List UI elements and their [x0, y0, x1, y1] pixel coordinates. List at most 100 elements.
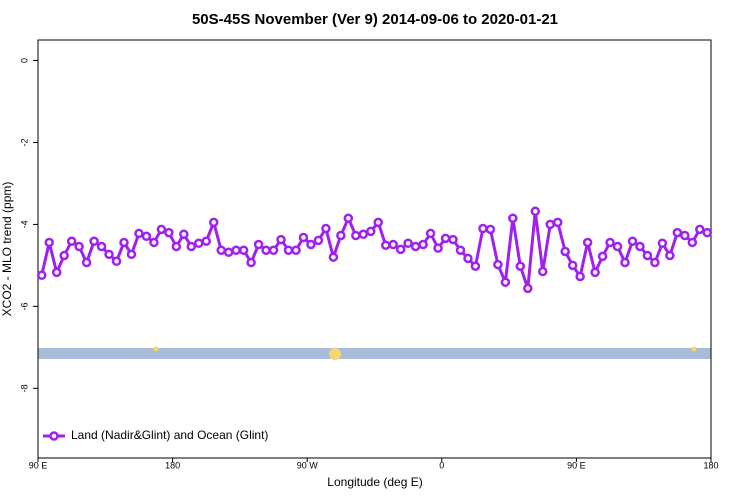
point [44, 237, 54, 248]
point [336, 230, 346, 241]
point [194, 238, 204, 249]
point [253, 239, 264, 250]
y-axis-label: XCO2 - MLO trend (ppm) [0, 182, 14, 317]
point [156, 224, 167, 235]
point [627, 236, 638, 246]
point [66, 236, 77, 246]
point [702, 227, 713, 238]
point [208, 217, 219, 228]
plot-frame [37, 39, 712, 459]
point [567, 260, 578, 271]
point [395, 244, 406, 255]
point [448, 234, 458, 245]
point [500, 277, 511, 287]
point [620, 257, 630, 268]
point [291, 245, 301, 255]
point [373, 217, 383, 228]
point [231, 245, 241, 255]
point [695, 224, 705, 235]
point [508, 213, 518, 224]
point [605, 237, 615, 248]
point [268, 245, 279, 255]
point [81, 257, 92, 268]
point [418, 239, 428, 250]
point [545, 219, 555, 230]
point [261, 245, 271, 255]
point [366, 226, 376, 237]
point [134, 228, 144, 239]
point [216, 245, 226, 255]
x-tick-label: 180 [165, 460, 180, 470]
point [343, 213, 354, 224]
point [582, 237, 593, 248]
point [276, 234, 286, 245]
y-tick-label: -6 [19, 302, 29, 310]
point [164, 227, 174, 238]
point [672, 227, 683, 238]
point [179, 229, 189, 239]
point [463, 253, 473, 264]
point [59, 250, 69, 261]
x-tick-label: 90 E [29, 460, 48, 470]
point [321, 223, 331, 234]
point [560, 246, 570, 257]
point [687, 237, 698, 248]
point [171, 241, 182, 252]
point [680, 230, 690, 241]
x-tick-label: 0 [439, 460, 444, 470]
point [657, 238, 668, 249]
x-tick-label: 180 [703, 460, 718, 470]
point [111, 256, 122, 267]
point [433, 243, 443, 253]
point [283, 245, 294, 255]
point [440, 233, 451, 244]
point [388, 239, 398, 250]
point [575, 271, 585, 282]
legend-label: Land (Nadir&Glint) and Ocean (Glint) [71, 428, 268, 442]
point [36, 270, 47, 280]
x-tick-label: 90 E [567, 460, 586, 470]
point [51, 267, 62, 278]
point [590, 267, 600, 278]
point [650, 257, 660, 268]
x-axis-label: Longitude (deg E) [327, 475, 422, 489]
point [642, 250, 653, 261]
point [298, 232, 309, 243]
point [485, 224, 496, 235]
surface-band [38, 348, 711, 359]
point [201, 236, 211, 246]
point [141, 231, 152, 242]
point [89, 236, 99, 246]
point [552, 217, 563, 228]
y-tick-label: -4 [19, 220, 29, 228]
land-marker [329, 348, 341, 360]
point [104, 249, 114, 260]
land-marker [691, 346, 697, 352]
point [313, 235, 324, 246]
point [351, 230, 361, 241]
point [246, 257, 256, 268]
point [612, 241, 623, 252]
y-tick-label: 0 [19, 58, 29, 63]
point [597, 251, 608, 262]
point [530, 206, 541, 217]
point [455, 245, 466, 255]
point [478, 223, 488, 234]
point [126, 249, 137, 260]
point [238, 245, 249, 255]
point [635, 241, 645, 252]
point [380, 240, 391, 251]
y-tick-label: -8 [19, 384, 29, 392]
point [403, 238, 413, 249]
point [119, 237, 129, 248]
point [186, 241, 197, 252]
point [96, 241, 107, 252]
point [425, 228, 436, 239]
x-tick-label: 90 W [297, 460, 319, 470]
point [493, 259, 503, 270]
point [410, 241, 421, 252]
point [223, 247, 234, 258]
legend-marker [49, 431, 59, 441]
point [538, 266, 548, 277]
